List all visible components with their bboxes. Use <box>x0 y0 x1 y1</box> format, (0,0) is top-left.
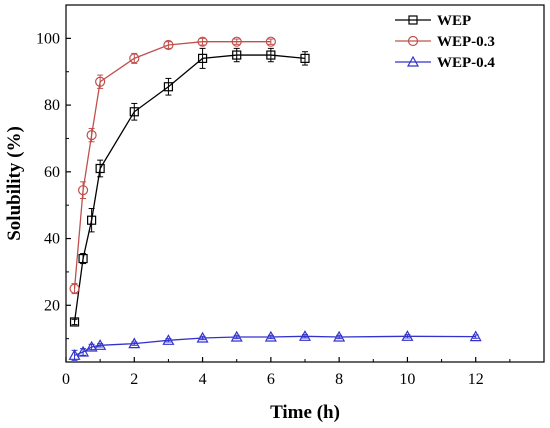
series-line <box>73 54 306 323</box>
data-point <box>77 185 89 196</box>
data-point <box>163 82 174 92</box>
x-tick-label: 4 <box>199 371 207 388</box>
data-point <box>85 340 98 352</box>
legend-label: WEP-0.4 <box>437 55 495 71</box>
data-point <box>196 331 209 343</box>
data-point <box>95 76 106 87</box>
data-point <box>266 50 276 60</box>
data-point <box>232 50 242 60</box>
data-point <box>264 330 277 342</box>
data-point <box>86 130 97 141</box>
series-layer <box>68 36 482 361</box>
legend-marker <box>408 15 418 25</box>
data-point <box>69 317 80 327</box>
data-point <box>197 36 208 47</box>
data-point <box>469 330 482 342</box>
y-axis-ticks: 20 40 60 80 100 <box>36 30 71 340</box>
x-axis-title: Time (h) <box>270 402 340 423</box>
legend-label: WEP <box>437 13 471 29</box>
data-point <box>69 283 80 294</box>
data-point <box>87 215 97 225</box>
x-tick-label: 8 <box>335 371 343 388</box>
x-axis-ticks: 0 2 4 6 8 10 12 <box>62 357 511 388</box>
y-tick-label: 100 <box>36 30 60 47</box>
data-point <box>94 339 107 350</box>
legend-item: WEP-0.3 <box>395 34 495 50</box>
series-2 <box>68 330 482 361</box>
y-tick-label: 40 <box>44 231 60 248</box>
data-point <box>230 330 243 342</box>
data-point <box>298 330 312 341</box>
x-tick-label: 2 <box>130 371 138 388</box>
data-point <box>129 53 140 64</box>
legend-item: WEP <box>395 13 471 29</box>
y-tick-label: 80 <box>44 97 60 114</box>
x-tick-label: 12 <box>468 371 484 388</box>
data-point <box>95 163 105 174</box>
data-point <box>401 330 414 341</box>
data-point <box>197 53 208 63</box>
legend-marker <box>406 55 420 67</box>
data-point <box>163 39 174 51</box>
series-1 <box>69 36 276 295</box>
data-point <box>300 53 310 63</box>
legend-label: WEP-0.3 <box>437 34 495 50</box>
series-0 <box>69 47 310 327</box>
plot-frame <box>65 4 545 363</box>
y-tick-label: 20 <box>44 297 60 314</box>
x-tick-label: 0 <box>62 371 70 388</box>
x-tick-label: 6 <box>267 371 275 388</box>
data-point <box>68 349 81 360</box>
legend-item: WEP-0.4 <box>395 55 495 71</box>
y-axis-title: Solubility (%) <box>4 126 25 241</box>
data-point <box>333 330 346 342</box>
legend: WEP WEP-0.3 WEP-0.4 <box>395 13 495 71</box>
data-point <box>265 36 276 47</box>
data-point <box>77 345 90 357</box>
data-point <box>162 334 175 345</box>
legend-marker <box>407 35 419 47</box>
data-point <box>78 253 88 264</box>
x-tick-label: 10 <box>399 371 415 388</box>
data-point <box>231 36 242 47</box>
data-point <box>128 337 141 349</box>
data-point <box>129 107 139 117</box>
y-tick-label: 60 <box>44 164 60 181</box>
